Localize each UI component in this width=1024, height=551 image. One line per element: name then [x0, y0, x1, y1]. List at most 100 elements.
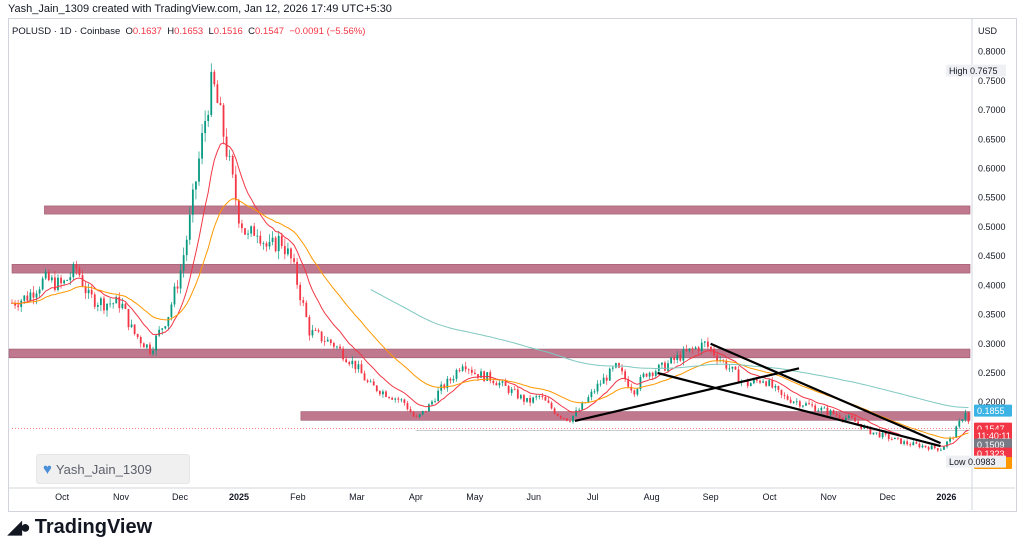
candle-body: [697, 347, 700, 352]
candle-body: [296, 261, 299, 285]
candle-body: [618, 363, 620, 368]
candle-body: [115, 296, 118, 304]
candle-body: [752, 379, 755, 384]
author-name: Yash_Jain_1309: [55, 461, 152, 477]
candle-body: [550, 402, 553, 409]
candle-body: [611, 367, 614, 369]
candle-body: [415, 416, 418, 418]
candle-body: [90, 289, 93, 295]
candle-body: [480, 371, 482, 378]
candle-body: [792, 401, 795, 403]
candle-body: [933, 445, 936, 449]
candle-body: [424, 410, 427, 412]
candle-body: [636, 388, 639, 395]
candle-body: [455, 370, 458, 379]
y-tick-label: 0.4000: [978, 280, 1006, 290]
symbol-label[interactable]: POLUSD · 1D · Coinbase: [12, 26, 121, 37]
candle-body: [927, 447, 930, 450]
candle-body: [541, 396, 544, 397]
candle-body: [939, 449, 942, 451]
price-axis-tag-text: High 0.7675: [949, 66, 998, 76]
y-tick-label: 0.3500: [978, 310, 1006, 320]
candle-body: [280, 235, 283, 247]
candle-body: [900, 438, 902, 444]
creator-caption: Yash_Jain_1309 created with TradingView.…: [8, 3, 392, 15]
candle-body: [437, 390, 440, 402]
candle-body: [54, 277, 56, 290]
candle-body: [329, 339, 332, 344]
candle-body: [795, 401, 798, 403]
candle-body: [887, 434, 890, 440]
candle-body: [633, 390, 636, 395]
candle-body: [848, 415, 850, 418]
candle-body: [667, 363, 669, 371]
x-tick-label: Aug: [644, 492, 660, 502]
candle-body: [256, 235, 259, 237]
candle-body: [188, 214, 191, 240]
low-label: L: [208, 26, 214, 37]
candle-body: [575, 410, 577, 416]
brand-name: TradingView: [34, 516, 153, 538]
ema-short-line: [11, 142, 969, 447]
candle-body: [173, 286, 176, 305]
candle-body: [388, 396, 390, 398]
trendline: [574, 367, 800, 422]
x-tick-label: Mar: [349, 492, 365, 502]
y-tick-label: 0.7000: [978, 105, 1006, 115]
candle-body: [96, 305, 99, 307]
candle-body: [811, 404, 814, 406]
x-tick-label: 2026: [936, 492, 956, 502]
candle-body: [145, 344, 148, 348]
candle-body: [703, 341, 706, 343]
candle-body: [308, 317, 311, 336]
candle-body: [412, 412, 415, 417]
candle-body: [498, 382, 501, 386]
open-label: O: [125, 26, 133, 37]
candle-body: [523, 395, 525, 402]
candle-body: [339, 346, 341, 349]
candle-body: [912, 442, 915, 446]
candle-body: [489, 372, 492, 381]
candle-body: [599, 383, 602, 385]
open-value: 0.1637: [132, 26, 162, 37]
candle-body: [428, 404, 430, 412]
candle-body: [262, 243, 265, 245]
candle-body: [829, 410, 832, 415]
candle-body: [69, 277, 72, 281]
candle-body: [596, 383, 599, 392]
candle-body: [204, 121, 207, 134]
candle-body: [366, 380, 369, 382]
candle-body: [198, 158, 200, 182]
candle-body: [802, 405, 804, 407]
candle-body: [823, 407, 826, 409]
candle-body: [955, 426, 958, 438]
candle-body: [513, 389, 516, 391]
candle-body: [826, 407, 829, 415]
y-tick-label: 0.7500: [978, 76, 1006, 86]
candle-body: [749, 383, 752, 387]
candle-body: [477, 374, 479, 378]
candle-body: [495, 383, 498, 386]
candle-body: [253, 226, 256, 236]
candle-body: [532, 397, 535, 403]
candle-body: [195, 181, 197, 190]
candle-body: [673, 357, 676, 360]
candle-body: [305, 302, 308, 318]
candle-body: [357, 364, 360, 370]
candle-body: [915, 442, 918, 444]
candle-body: [271, 237, 274, 242]
trendline: [657, 371, 941, 448]
candle-body: [529, 397, 531, 403]
candle-body: [526, 397, 528, 402]
tradingview-logo[interactable]: ◢● TradingView: [8, 516, 152, 539]
candle-body: [403, 399, 406, 404]
candle-body: [798, 401, 801, 407]
candle-body: [903, 441, 905, 444]
candle-body: [139, 337, 142, 344]
candle-body: [700, 342, 703, 352]
candle-body: [461, 366, 464, 371]
candle-body: [820, 407, 823, 411]
candle-body: [17, 305, 20, 307]
candle-body: [694, 347, 697, 349]
